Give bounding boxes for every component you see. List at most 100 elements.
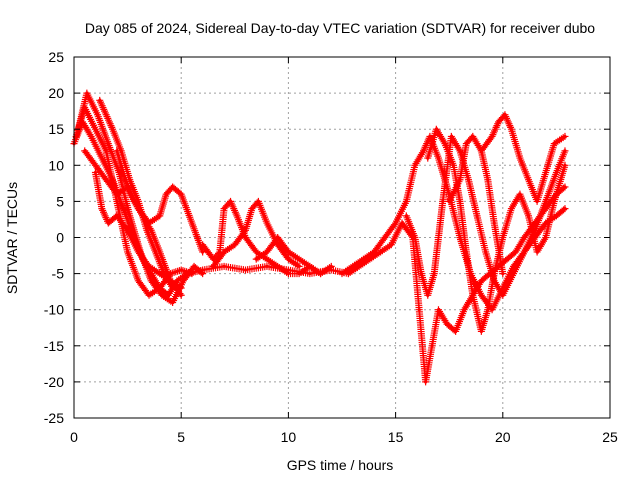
data-point: [218, 250, 222, 254]
data-point: [250, 207, 254, 211]
data-point: [136, 279, 140, 283]
data-point: [484, 250, 488, 254]
data-point: [104, 149, 108, 153]
data-point: [509, 127, 513, 131]
data-point: [211, 257, 215, 261]
data-point: [93, 127, 98, 131]
data-point: [115, 214, 119, 218]
data-point: [490, 308, 494, 312]
data-point: [445, 322, 449, 326]
data-point: [106, 142, 110, 146]
data-point: [115, 199, 119, 203]
data-point: [235, 214, 239, 218]
data-point: [141, 214, 145, 218]
y-axis-label: SDTVAR / TECUs: [4, 182, 20, 294]
data-point: [179, 286, 183, 290]
data-point: [417, 308, 421, 312]
data-point: [254, 250, 258, 254]
data-point: [93, 163, 98, 167]
data-point: [563, 185, 567, 189]
data-point: [535, 250, 539, 254]
data-point: [179, 293, 183, 297]
data-point: [544, 235, 548, 240]
data-point: [505, 257, 509, 261]
data-point: [357, 264, 361, 268]
data-point: [471, 134, 475, 139]
data-point: [404, 214, 408, 218]
y-tick-label: 5: [56, 193, 64, 209]
data-point: [318, 272, 323, 276]
data-point: [400, 221, 404, 225]
data-point: [394, 221, 398, 225]
data-point: [479, 329, 483, 333]
data-point: [389, 243, 393, 247]
data-point: [265, 264, 269, 268]
y-tick-label: 25: [48, 49, 64, 65]
data-point: [486, 308, 490, 312]
data-point: [426, 156, 430, 160]
data-point: [265, 250, 269, 254]
data-point: [458, 235, 462, 240]
series-markers: [70, 118, 352, 299]
y-tick-label: -20: [44, 374, 64, 390]
data-point: [164, 192, 168, 196]
data-point: [168, 279, 173, 283]
data-point: [518, 156, 522, 160]
x-tick-label: 25: [602, 429, 618, 445]
data-point: [145, 228, 149, 232]
data-point: [104, 113, 108, 117]
data-point: [490, 134, 494, 139]
data-point: [179, 268, 183, 272]
data-point: [158, 272, 162, 276]
data-point: [479, 293, 483, 297]
data-point: [563, 149, 567, 153]
data-point: [233, 243, 237, 247]
data-point: [158, 214, 162, 218]
data-point: [486, 178, 490, 182]
data-point: [297, 257, 301, 261]
data-point: [265, 257, 269, 261]
data-point: [522, 235, 526, 240]
series-track-3: [74, 89, 207, 306]
data-point: [85, 91, 89, 95]
data-point: [464, 250, 468, 254]
data-point: [552, 199, 556, 203]
data-point: [158, 250, 162, 254]
data-point: [466, 178, 471, 182]
data-point: [464, 142, 468, 146]
data-point: [492, 221, 496, 225]
data-point: [424, 380, 428, 384]
data-point: [136, 250, 140, 254]
data-point: [171, 185, 175, 189]
data-point: [211, 264, 215, 268]
series-track-16: [477, 111, 569, 205]
y-tick-label: 10: [48, 157, 64, 173]
data-point: [526, 214, 531, 218]
data-point: [286, 250, 290, 254]
data-point: [421, 149, 426, 153]
data-layer: [70, 89, 569, 386]
data-point: [451, 163, 456, 167]
data-point: [115, 149, 119, 153]
data-point: [501, 235, 505, 240]
data-point: [441, 199, 445, 203]
data-point: [404, 199, 408, 203]
data-point: [501, 272, 505, 276]
data-point: [449, 134, 453, 139]
data-point: [100, 156, 104, 160]
data-point: [475, 214, 479, 218]
data-point: [563, 163, 567, 167]
series-track-13: [402, 132, 569, 299]
data-point: [329, 264, 333, 268]
data-point: [89, 134, 93, 139]
data-point: [503, 113, 507, 117]
data-point: [443, 142, 447, 146]
data-point: [458, 149, 462, 153]
data-point: [563, 134, 567, 139]
x-tick-label: 10: [281, 429, 297, 445]
data-point: [426, 293, 430, 297]
data-point: [462, 308, 466, 312]
data-point: [383, 235, 387, 240]
data-point: [136, 199, 140, 203]
